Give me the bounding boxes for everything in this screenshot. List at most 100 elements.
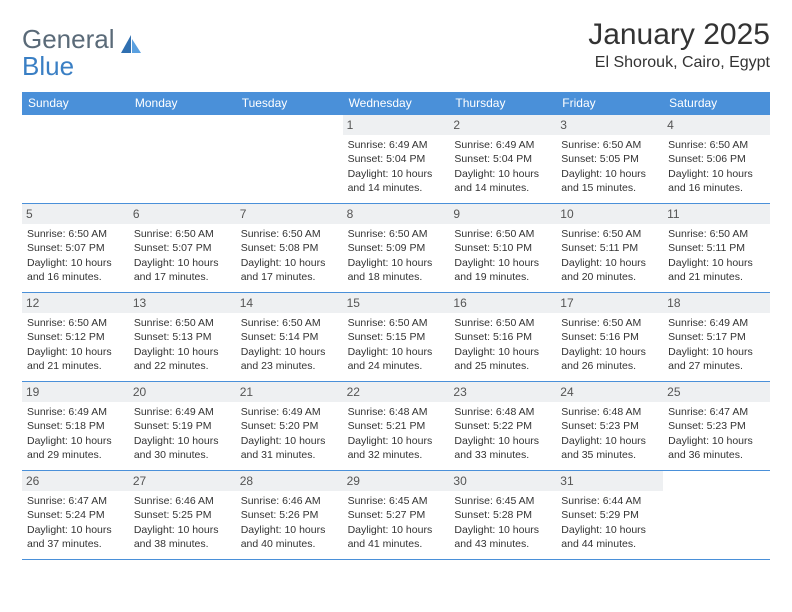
- day-number: 17: [556, 293, 663, 313]
- calendar-day-cell: 1Sunrise: 6:49 AMSunset: 5:04 PMDaylight…: [343, 115, 450, 203]
- calendar-day-cell: 9Sunrise: 6:50 AMSunset: 5:10 PMDaylight…: [449, 204, 556, 292]
- sunrise-text: Sunrise: 6:49 AM: [668, 316, 765, 330]
- calendar-day-cell: 19Sunrise: 6:49 AMSunset: 5:18 PMDayligh…: [22, 382, 129, 470]
- day-number: 2: [449, 115, 556, 135]
- daylight-text: Daylight: 10 hours: [348, 434, 445, 448]
- brand-word2: Blue: [22, 51, 74, 81]
- day-number: 25: [663, 382, 770, 402]
- daylight-text: and 26 minutes.: [561, 359, 658, 373]
- daylight-text: and 17 minutes.: [241, 270, 338, 284]
- daylight-text: and 24 minutes.: [348, 359, 445, 373]
- sunrise-text: Sunrise: 6:46 AM: [134, 494, 231, 508]
- day-number: 14: [236, 293, 343, 313]
- calendar-day-cell: 30Sunrise: 6:45 AMSunset: 5:28 PMDayligh…: [449, 471, 556, 559]
- sunrise-text: Sunrise: 6:50 AM: [668, 138, 765, 152]
- calendar-day-cell: .: [22, 115, 129, 203]
- daylight-text: and 44 minutes.: [561, 537, 658, 551]
- calendar-day-cell: 4Sunrise: 6:50 AMSunset: 5:06 PMDaylight…: [663, 115, 770, 203]
- sunset-text: Sunset: 5:04 PM: [348, 152, 445, 166]
- sunrise-text: Sunrise: 6:50 AM: [348, 227, 445, 241]
- calendar-week-row: 19Sunrise: 6:49 AMSunset: 5:18 PMDayligh…: [22, 381, 770, 470]
- daylight-text: and 41 minutes.: [348, 537, 445, 551]
- calendar-day-cell: 26Sunrise: 6:47 AMSunset: 5:24 PMDayligh…: [22, 471, 129, 559]
- calendar-day-cell: 25 Sunrise: 6:47 AMSunset: 5:23 PMDayligh…: [663, 382, 770, 470]
- sunrise-text: Sunrise: 6:47 AM: [27, 494, 124, 508]
- brand-logo: GeneralBlue: [22, 18, 144, 82]
- day-number: 30: [449, 471, 556, 491]
- sunrise-text: Sunrise: 6:50 AM: [27, 316, 124, 330]
- calendar-day-cell: 18Sunrise: 6:49 AMSunset: 5:17 PMDayligh…: [663, 293, 770, 381]
- daylight-text: Daylight: 10 hours: [561, 434, 658, 448]
- sunset-text: Sunset: 5:04 PM: [454, 152, 551, 166]
- sunset-text: Sunset: 5:21 PM: [348, 419, 445, 433]
- sunset-text: Sunset: 5:23 PM: [668, 419, 765, 433]
- sunrise-text: Sunrise: 6:49 AM: [348, 138, 445, 152]
- daylight-text: Daylight: 10 hours: [668, 345, 765, 359]
- calendar-day-cell: 27Sunrise: 6:46 AMSunset: 5:25 PMDayligh…: [129, 471, 236, 559]
- day-number: 18: [663, 293, 770, 313]
- daylight-text: Daylight: 10 hours: [668, 434, 765, 448]
- calendar-day-cell: 29Sunrise: 6:45 AMSunset: 5:27 PMDayligh…: [343, 471, 450, 559]
- daylight-text: Daylight: 10 hours: [668, 256, 765, 270]
- day-number: 23: [449, 382, 556, 402]
- daylight-text: Daylight: 10 hours: [454, 523, 551, 537]
- sunset-text: Sunset: 5:18 PM: [27, 419, 124, 433]
- daylight-text: Daylight: 10 hours: [241, 256, 338, 270]
- calendar-day-cell: 2Sunrise: 6:49 AMSunset: 5:04 PMDaylight…: [449, 115, 556, 203]
- day-number: 22: [343, 382, 450, 402]
- daylight-text: Daylight: 10 hours: [134, 434, 231, 448]
- day-number: 10: [556, 204, 663, 224]
- daylight-text: Daylight: 10 hours: [241, 523, 338, 537]
- calendar-day-cell: 11Sunrise: 6:50 AMSunset: 5:11 PMDayligh…: [663, 204, 770, 292]
- title-block: January 2025 El Shorouk, Cairo, Egypt: [588, 18, 770, 72]
- sunrise-text: Sunrise: 6:50 AM: [561, 227, 658, 241]
- calendar-week-row: 12Sunrise: 6:50 AMSunset: 5:12 PMDayligh…: [22, 292, 770, 381]
- sunset-text: Sunset: 5:11 PM: [561, 241, 658, 255]
- daylight-text: and 21 minutes.: [668, 270, 765, 284]
- day-number: 28: [236, 471, 343, 491]
- sunset-text: Sunset: 5:24 PM: [27, 508, 124, 522]
- sunrise-text: Sunrise: 6:45 AM: [348, 494, 445, 508]
- sunset-text: Sunset: 5:28 PM: [454, 508, 551, 522]
- daylight-text: Daylight: 10 hours: [27, 256, 124, 270]
- daylight-text: and 32 minutes.: [348, 448, 445, 462]
- sunrise-text: Sunrise: 6:50 AM: [241, 316, 338, 330]
- sunrise-text: Sunrise: 6:47 AM: [668, 405, 765, 419]
- calendar-day-cell: 22Sunrise: 6:48 AMSunset: 5:21 PMDayligh…: [343, 382, 450, 470]
- sunset-text: Sunset: 5:25 PM: [134, 508, 231, 522]
- day-number: 29: [343, 471, 450, 491]
- daylight-text: Daylight: 10 hours: [561, 523, 658, 537]
- day-number: 19: [22, 382, 129, 402]
- daylight-text: Daylight: 10 hours: [348, 345, 445, 359]
- daylight-text: and 40 minutes.: [241, 537, 338, 551]
- sunset-text: Sunset: 5:22 PM: [454, 419, 551, 433]
- daylight-text: Daylight: 10 hours: [27, 523, 124, 537]
- daylight-text: and 14 minutes.: [454, 181, 551, 195]
- sunset-text: Sunset: 5:07 PM: [134, 241, 231, 255]
- weekday-header: Tuesday: [236, 92, 343, 114]
- sunset-text: Sunset: 5:12 PM: [27, 330, 124, 344]
- sunset-text: Sunset: 5:23 PM: [561, 419, 658, 433]
- daylight-text: and 30 minutes.: [134, 448, 231, 462]
- daylight-text: and 16 minutes.: [668, 181, 765, 195]
- sunrise-text: Sunrise: 6:50 AM: [454, 227, 551, 241]
- daylight-text: Daylight: 10 hours: [454, 256, 551, 270]
- sunrise-text: Sunrise: 6:48 AM: [454, 405, 551, 419]
- sunrise-text: Sunrise: 6:44 AM: [561, 494, 658, 508]
- calendar-day-cell: 12Sunrise: 6:50 AMSunset: 5:12 PMDayligh…: [22, 293, 129, 381]
- calendar-day-cell: .: [129, 115, 236, 203]
- day-number: 31: [556, 471, 663, 491]
- calendar-day-cell: 24Sunrise: 6:48 AMSunset: 5:23 PMDayligh…: [556, 382, 663, 470]
- calendar-day-cell: 14Sunrise: 6:50 AMSunset: 5:14 PMDayligh…: [236, 293, 343, 381]
- sunrise-text: Sunrise: 6:50 AM: [27, 227, 124, 241]
- daylight-text: Daylight: 10 hours: [241, 345, 338, 359]
- sail-icon: [118, 33, 144, 55]
- daylight-text: and 22 minutes.: [134, 359, 231, 373]
- daylight-text: Daylight: 10 hours: [27, 434, 124, 448]
- day-number: 3: [556, 115, 663, 135]
- day-number: 9: [449, 204, 556, 224]
- calendar-day-cell: .: [663, 471, 770, 559]
- daylight-text: Daylight: 10 hours: [241, 434, 338, 448]
- daylight-text: Daylight: 10 hours: [561, 167, 658, 181]
- month-title: January 2025: [588, 18, 770, 52]
